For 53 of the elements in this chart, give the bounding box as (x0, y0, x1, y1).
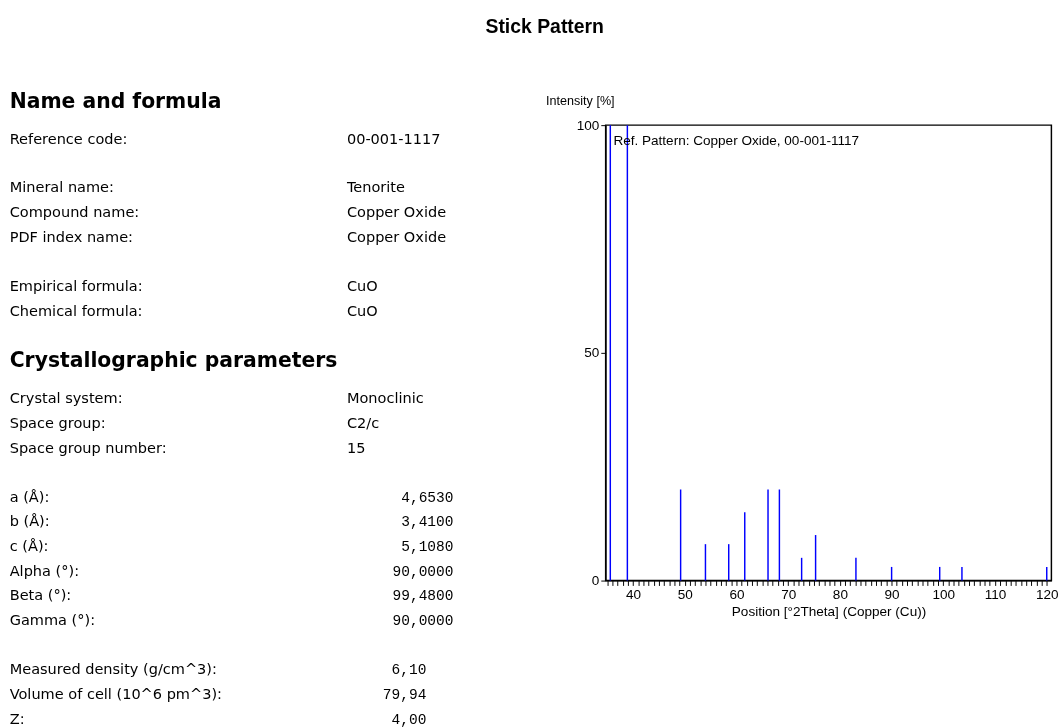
text: Reference code: (9, 130, 128, 147)
text: CuO (346, 277, 378, 294)
text: c (Å): (9, 538, 49, 555)
text: Mineral name: (9, 179, 114, 196)
x-tick-label: 110 (984, 586, 1007, 602)
text: Name and formula (9, 88, 222, 113)
text: Volume of cell (10^6 pm^3): (9, 685, 222, 702)
x-tick-label: 70 (781, 586, 797, 602)
text: Space group number: (9, 439, 167, 456)
text: 6,10 (391, 662, 427, 679)
text: Monoclinic (346, 390, 424, 407)
x-tick-label: 90 (884, 586, 900, 602)
text: 90,0000 (392, 613, 454, 630)
text: Z: (9, 710, 25, 727)
text: Compound name: (9, 204, 140, 221)
text: PDF index name: (9, 228, 133, 245)
text: 5,1080 (401, 539, 454, 556)
text: b (Å): (9, 513, 50, 530)
text: 4,6530 (401, 489, 454, 506)
text: Space group: (9, 414, 106, 431)
text: C2/c (346, 414, 380, 431)
text: 4,00 (391, 711, 427, 728)
text: 00-001-1117 (346, 130, 441, 147)
y-tick-label: 0 (591, 572, 600, 588)
x-tick-label: 80 (832, 586, 848, 602)
text: Beta (°): (9, 587, 72, 604)
text: 90,0000 (392, 563, 454, 580)
text: Measured density (g/cm^3): (9, 661, 217, 678)
text: Crystallographic parameters (9, 348, 338, 373)
text: Crystal system: (9, 390, 123, 407)
text: Copper Oxide (346, 204, 447, 221)
text: 79,94 (382, 686, 427, 703)
text: a (Å): (9, 488, 50, 505)
x-tick-label: 100 (932, 586, 956, 602)
text: 15 (346, 439, 366, 456)
x-tick-label: 120 (1035, 586, 1059, 602)
text: Chemical formula: (9, 302, 143, 319)
text: Empirical formula: (9, 277, 143, 294)
x-tick-label: 50 (677, 586, 693, 602)
chart-title: Stick Pattern (485, 15, 604, 38)
x-axis-title: Position [°2Theta] (Copper (Cu)) (731, 603, 927, 619)
text: Tenorite (345, 179, 406, 196)
x-tick-label: 40 (626, 586, 642, 602)
text: 3,4100 (401, 514, 454, 531)
text: Copper Oxide (346, 228, 447, 245)
text: Alpha (°): (9, 562, 80, 579)
text: 99,4800 (392, 588, 454, 605)
text: CuO (346, 302, 378, 319)
y-tick-label: 50 (584, 345, 600, 361)
y-tick-label: 100 (576, 117, 600, 133)
y-axis-title: Intensity [%] (546, 94, 615, 109)
x-tick-label: 60 (729, 586, 745, 602)
text: Gamma (°): (9, 612, 96, 629)
